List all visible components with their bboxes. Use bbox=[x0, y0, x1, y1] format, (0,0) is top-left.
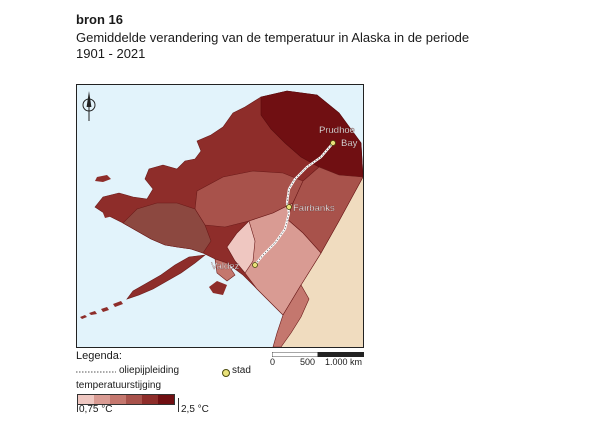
legend-tick-max bbox=[178, 398, 179, 412]
city-label-valdez: Valdez bbox=[211, 261, 240, 272]
zone-southwest bbox=[122, 202, 212, 254]
aleutian-island bbox=[101, 307, 109, 312]
scalebar-label-1000: 1.000 km bbox=[325, 357, 363, 367]
city-marker-prudhoe-bay bbox=[330, 140, 336, 146]
legend-swatch-2 bbox=[94, 395, 110, 404]
st-lawrence-island bbox=[95, 175, 111, 182]
legend-tick-min bbox=[77, 398, 78, 412]
legend-city-label: stad bbox=[232, 365, 251, 376]
map-title-line2: 1901 - 2021 bbox=[76, 46, 146, 61]
oil-pipeline-dash bbox=[254, 142, 334, 266]
north-arrow-icon bbox=[82, 91, 96, 121]
legend-swatch-3 bbox=[110, 395, 126, 404]
city-marker-valdez bbox=[252, 262, 258, 268]
southeast-panhandle bbox=[272, 284, 310, 347]
city-label-prudhoe: Prudhoe bbox=[319, 125, 355, 136]
scale-bar bbox=[272, 352, 364, 357]
alaska-peninsula bbox=[126, 254, 207, 300]
legend-pipeline-label: oliepijpleiding bbox=[119, 365, 180, 376]
aleutian-island bbox=[80, 315, 87, 319]
map-panel: Prudhoe Bay Fairbanks Valdez bbox=[76, 84, 364, 348]
legend-max-label: 2,5 °C bbox=[181, 404, 209, 415]
legend-swatch-6 bbox=[158, 395, 174, 404]
scalebar-label-500: 500 bbox=[300, 357, 316, 367]
city-label-bay: Bay bbox=[341, 138, 358, 149]
alaska-map: Prudhoe Bay Fairbanks Valdez bbox=[77, 85, 363, 347]
aleutian-island bbox=[89, 311, 97, 315]
aleutian-island bbox=[113, 301, 123, 307]
legend-swatch-1 bbox=[78, 395, 94, 404]
map-title: Gemiddelde verandering van de temperatuu… bbox=[76, 30, 546, 62]
legend-min-label: 0,75 °C bbox=[79, 404, 113, 415]
legend-title: Legenda: bbox=[76, 350, 122, 362]
scalebar-label-0: 0 bbox=[270, 357, 276, 367]
city-label-fairbanks: Fairbanks bbox=[293, 203, 335, 214]
legend-swatch-5 bbox=[142, 395, 158, 404]
legend-city-symbol bbox=[222, 369, 230, 377]
zone-copper-river bbox=[226, 220, 256, 274]
city-marker-fairbanks bbox=[286, 204, 292, 210]
legend-swatch-4 bbox=[126, 395, 142, 404]
map-title-line1: Gemiddelde verandering van de temperatuu… bbox=[76, 30, 470, 45]
zone-kenai bbox=[214, 258, 236, 282]
kodiak-island bbox=[209, 281, 227, 295]
source-label: bron 16 bbox=[76, 12, 123, 27]
legend-pipeline-symbol bbox=[76, 371, 116, 373]
legend-temp-title: temperatuurstijging bbox=[76, 380, 162, 391]
nunivak-island bbox=[103, 211, 113, 218]
